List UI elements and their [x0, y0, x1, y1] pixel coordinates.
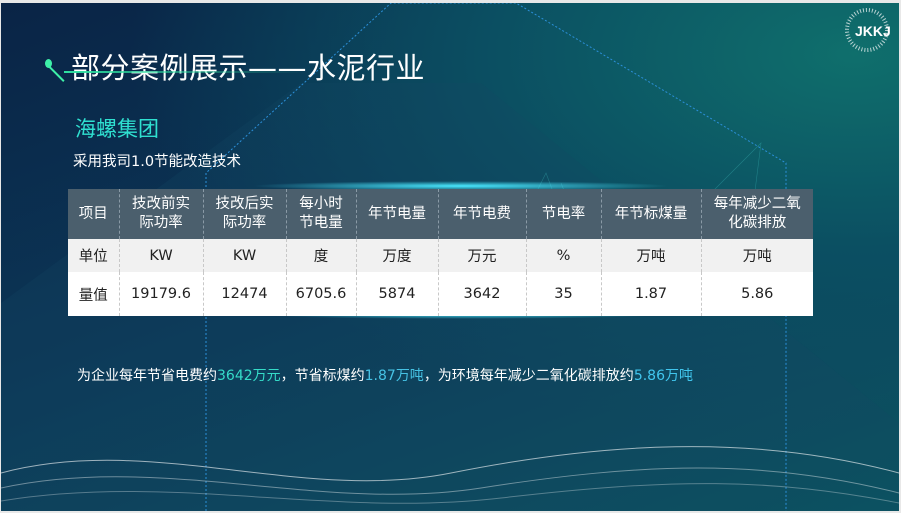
- unit-row: 单位 KW KW 度万度 万元% 万吨 万吨: [68, 239, 813, 272]
- column-header: 年节电量: [356, 189, 439, 239]
- column-header-line: 年节电量: [368, 205, 426, 222]
- table-cell: 度: [286, 239, 357, 272]
- table-cell: 12474: [203, 272, 287, 316]
- table-cell: 1.87: [601, 272, 702, 316]
- table-cell: 万吨: [701, 239, 813, 272]
- summary-highlight-fee: 3642万元: [217, 368, 281, 384]
- column-header: 每小时 节电量: [286, 189, 357, 239]
- column-header-line: 节电率: [541, 205, 586, 222]
- table-cell: 35: [526, 272, 602, 316]
- column-header: 每年减少二氧 化碳排放: [701, 189, 813, 239]
- summary-text: 为企业每年节省电费约3642万元，节省标煤约1.87万吨，为环境每年减少二氧化碳…: [77, 365, 693, 385]
- value-row: 量值 19179.6 12474 6705.6 5874 3642 35 1.87 5.86: [68, 272, 813, 316]
- column-header-line: 每小时: [299, 196, 343, 212]
- column-header-line: 节电量: [299, 215, 343, 231]
- column-header: 技改前实 际功率: [119, 189, 204, 239]
- savings-table: 项目 技改前实 际功率 技改后实 际功率 每小时 节电量 年节电量 年节电费 节电率 年节标煤量 每年…: [68, 189, 813, 316]
- column-header: 节电率: [526, 189, 602, 239]
- table-cell: 3642: [438, 272, 527, 316]
- column-header-line: 技改前实: [132, 196, 190, 212]
- table-glow-top: [251, 181, 671, 191]
- title-underline: [64, 71, 304, 73]
- company-name: 海螺集团: [75, 117, 159, 141]
- summary-part: 为企业每年节省电费约: [77, 368, 217, 384]
- summary-highlight-co2: 5.86万吨: [633, 368, 693, 384]
- slide: JKKJ 部分案例展示——水泥行业 海螺集团 采用我司1.0节能改造技术 项目技…: [1, 3, 899, 511]
- column-header-line: 年节电费: [453, 205, 511, 222]
- table-cell: 万元: [438, 239, 527, 272]
- svg-text:JKKJ: JKKJ: [855, 23, 891, 39]
- column-header-line: 每年减少二氧: [713, 196, 801, 212]
- column-header: 年节标煤量: [601, 189, 702, 239]
- table-cell: KW: [203, 239, 287, 272]
- column-header-line: 化碳排放: [728, 215, 787, 231]
- table-cell: 量值: [68, 272, 120, 316]
- column-header-line: 际功率: [222, 215, 267, 231]
- table-cell: 单位: [68, 239, 120, 272]
- table-cell: 万吨: [601, 239, 702, 272]
- column-header: 技改后实 际功率: [203, 189, 287, 239]
- table-cell: 5874: [356, 272, 439, 316]
- column-header-line: 技改后实: [215, 196, 274, 212]
- table-cell: %: [526, 239, 602, 272]
- summary-part: ，节省标煤约: [280, 368, 365, 384]
- column-header-line: 际功率: [139, 215, 183, 231]
- column-header-line: 年节标煤量: [614, 205, 688, 222]
- table-cell: 19179.6: [119, 272, 204, 316]
- company-logo: JKKJ: [829, 7, 895, 53]
- table-cell: 5.86: [701, 272, 813, 316]
- page-title: 部分案例展示——水泥行业: [71, 51, 426, 85]
- summary-part: ，为环境每年减少二氧化碳排放约: [423, 368, 634, 384]
- table-cell: KW: [119, 239, 204, 272]
- summary-highlight-coal: 1.87万吨: [364, 368, 424, 384]
- table-cell: 6705.6: [286, 272, 357, 316]
- column-header: 年节电费: [438, 189, 527, 239]
- subtitle: 采用我司1.0节能改造技术: [73, 154, 242, 170]
- column-header-line: 项目: [78, 205, 108, 222]
- column-header: 项目: [68, 189, 120, 239]
- table-header-row: 项目 技改前实 际功率 技改后实 际功率 每小时 节电量 年节电量 年节电费 节电率 年节标煤量 每年…: [68, 189, 813, 239]
- title-bullet-icon: [45, 59, 52, 68]
- table-cell: 万度: [356, 239, 439, 272]
